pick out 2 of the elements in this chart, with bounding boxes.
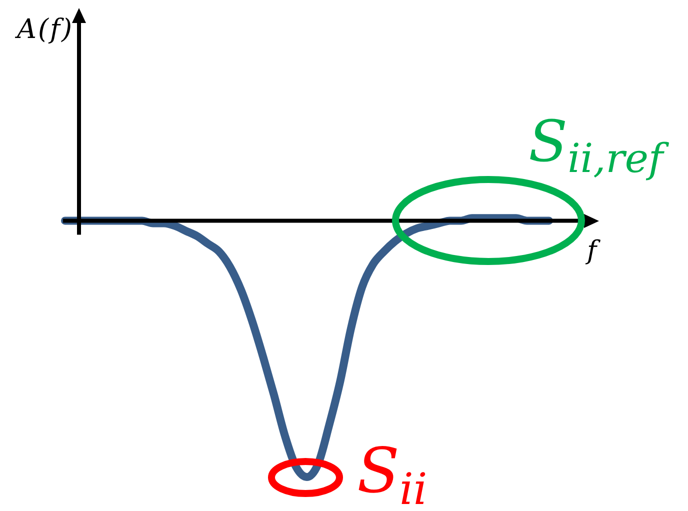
annotation: S$_{ii}$ [357,434,428,511]
text: A(f) [17,14,74,45]
